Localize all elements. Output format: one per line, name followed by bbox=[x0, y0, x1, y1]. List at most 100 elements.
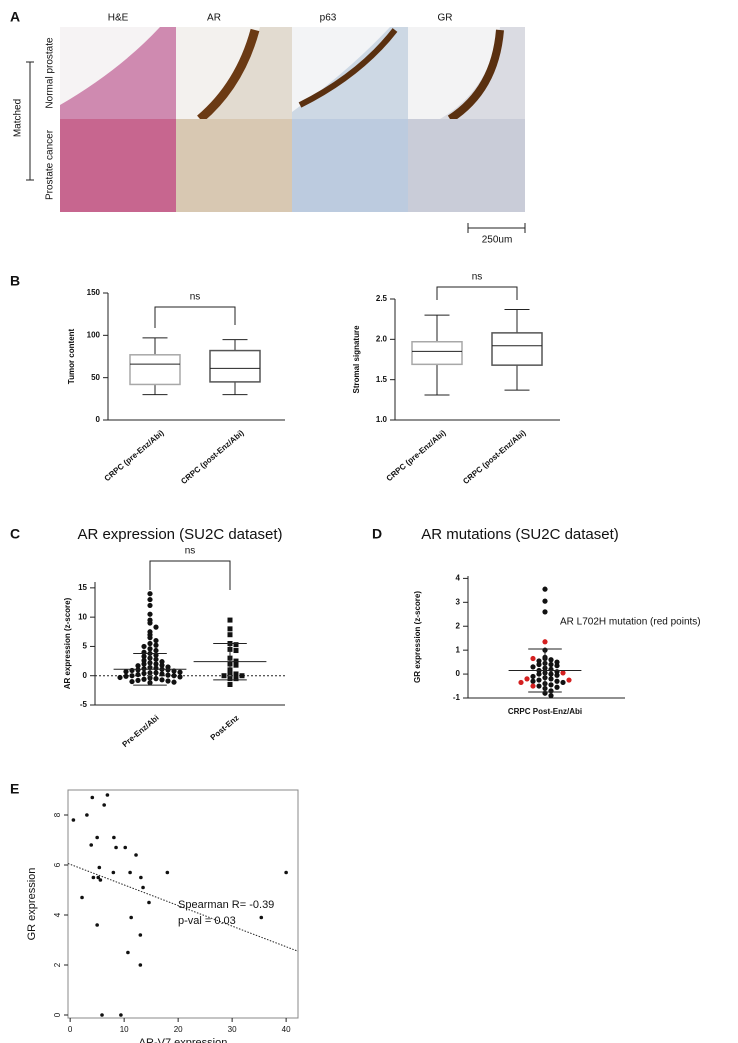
y-tick-label: 1.0 bbox=[376, 415, 388, 424]
point bbox=[139, 875, 143, 880]
point bbox=[138, 933, 143, 937]
point bbox=[105, 793, 110, 797]
column-label: p63 bbox=[320, 13, 337, 24]
point bbox=[165, 870, 170, 875]
point bbox=[97, 865, 102, 870]
y-axis-label: Stromal signature bbox=[352, 325, 361, 394]
point bbox=[147, 646, 153, 652]
point bbox=[177, 669, 183, 675]
point bbox=[542, 598, 548, 604]
y-tick-label: 2 bbox=[456, 621, 461, 630]
point bbox=[117, 674, 123, 681]
box bbox=[129, 354, 181, 386]
point bbox=[141, 670, 147, 676]
point bbox=[147, 596, 153, 603]
x-tick-label: CRPC (pre-Enz/Abi) bbox=[385, 428, 448, 483]
point bbox=[530, 678, 536, 684]
point bbox=[171, 679, 177, 685]
significance-bracket bbox=[436, 286, 518, 300]
point bbox=[233, 671, 239, 677]
point bbox=[147, 591, 153, 597]
point bbox=[91, 875, 96, 880]
point bbox=[159, 677, 165, 683]
point bbox=[128, 870, 132, 875]
point bbox=[542, 639, 548, 645]
plot-frame bbox=[67, 789, 299, 1019]
y-tick-label: 2.0 bbox=[376, 334, 388, 343]
point bbox=[548, 666, 554, 672]
y-tick-label: 2.5 bbox=[376, 294, 388, 303]
point bbox=[100, 1013, 104, 1017]
y-tick-label: 0 bbox=[456, 669, 461, 678]
point bbox=[165, 672, 171, 678]
x-tick-label: CRPC (post-Enz/Abi) bbox=[179, 428, 246, 486]
point bbox=[89, 843, 94, 847]
x-tick-label: 40 bbox=[282, 1025, 291, 1034]
point bbox=[548, 693, 554, 699]
point bbox=[129, 678, 135, 685]
point bbox=[135, 663, 141, 669]
point bbox=[227, 682, 233, 687]
point bbox=[141, 885, 145, 890]
point bbox=[90, 795, 95, 800]
point bbox=[536, 683, 542, 689]
y-tick-label: 0 bbox=[53, 1012, 62, 1017]
y-tick-label: 50 bbox=[91, 373, 100, 382]
row-label: Prostate cancer bbox=[45, 129, 56, 200]
point bbox=[147, 620, 153, 626]
point bbox=[548, 661, 554, 668]
x-tick-label: CRPC (post-Enz/Abi) bbox=[461, 428, 528, 486]
point bbox=[227, 626, 233, 632]
y-tick-label: 5 bbox=[83, 642, 88, 651]
point bbox=[135, 677, 141, 684]
y-tick-label: 150 bbox=[87, 288, 101, 297]
y-tick-label: 1 bbox=[456, 645, 461, 654]
point bbox=[554, 659, 560, 665]
point bbox=[233, 676, 239, 682]
point bbox=[119, 1013, 123, 1017]
y-axis-label: GR expression bbox=[26, 868, 38, 941]
point bbox=[85, 813, 89, 817]
chart-title: AR expression (SU2C dataset) bbox=[77, 526, 282, 543]
panel-label: A bbox=[10, 9, 20, 25]
point bbox=[126, 950, 130, 955]
annotation: p-val = 0.03 bbox=[178, 915, 236, 927]
point bbox=[147, 602, 153, 609]
y-tick-label: 10 bbox=[78, 612, 87, 621]
significance-label: ns bbox=[472, 272, 483, 283]
point bbox=[153, 656, 159, 662]
point bbox=[147, 635, 153, 641]
point bbox=[138, 963, 143, 967]
point bbox=[536, 661, 542, 668]
point bbox=[548, 688, 554, 694]
point bbox=[141, 676, 147, 682]
point bbox=[171, 673, 177, 679]
point bbox=[548, 671, 554, 677]
column-label: GR bbox=[438, 13, 453, 24]
x-tick-label: 0 bbox=[68, 1025, 73, 1034]
point bbox=[114, 845, 118, 850]
annotation: Spearman R= -0.39 bbox=[178, 899, 274, 911]
x-tick-label: 10 bbox=[120, 1025, 129, 1034]
point bbox=[530, 664, 536, 670]
point bbox=[153, 647, 159, 654]
point bbox=[80, 895, 84, 900]
point bbox=[141, 653, 147, 659]
point bbox=[141, 643, 147, 650]
point bbox=[95, 923, 99, 927]
scale-label: 250um bbox=[482, 235, 513, 246]
point bbox=[233, 658, 239, 664]
scale-bar bbox=[467, 223, 526, 233]
point bbox=[530, 673, 536, 680]
box bbox=[491, 332, 543, 366]
point bbox=[129, 667, 135, 674]
point bbox=[165, 678, 171, 684]
y-tick-label: 0 bbox=[96, 415, 101, 424]
point bbox=[518, 679, 524, 686]
y-tick-label: 6 bbox=[53, 862, 62, 867]
y-tick-label: 4 bbox=[53, 912, 62, 917]
annotation: AR L702H mutation (red points) bbox=[560, 617, 701, 628]
point bbox=[239, 673, 245, 679]
point bbox=[129, 673, 135, 679]
significance-bracket bbox=[149, 560, 231, 590]
